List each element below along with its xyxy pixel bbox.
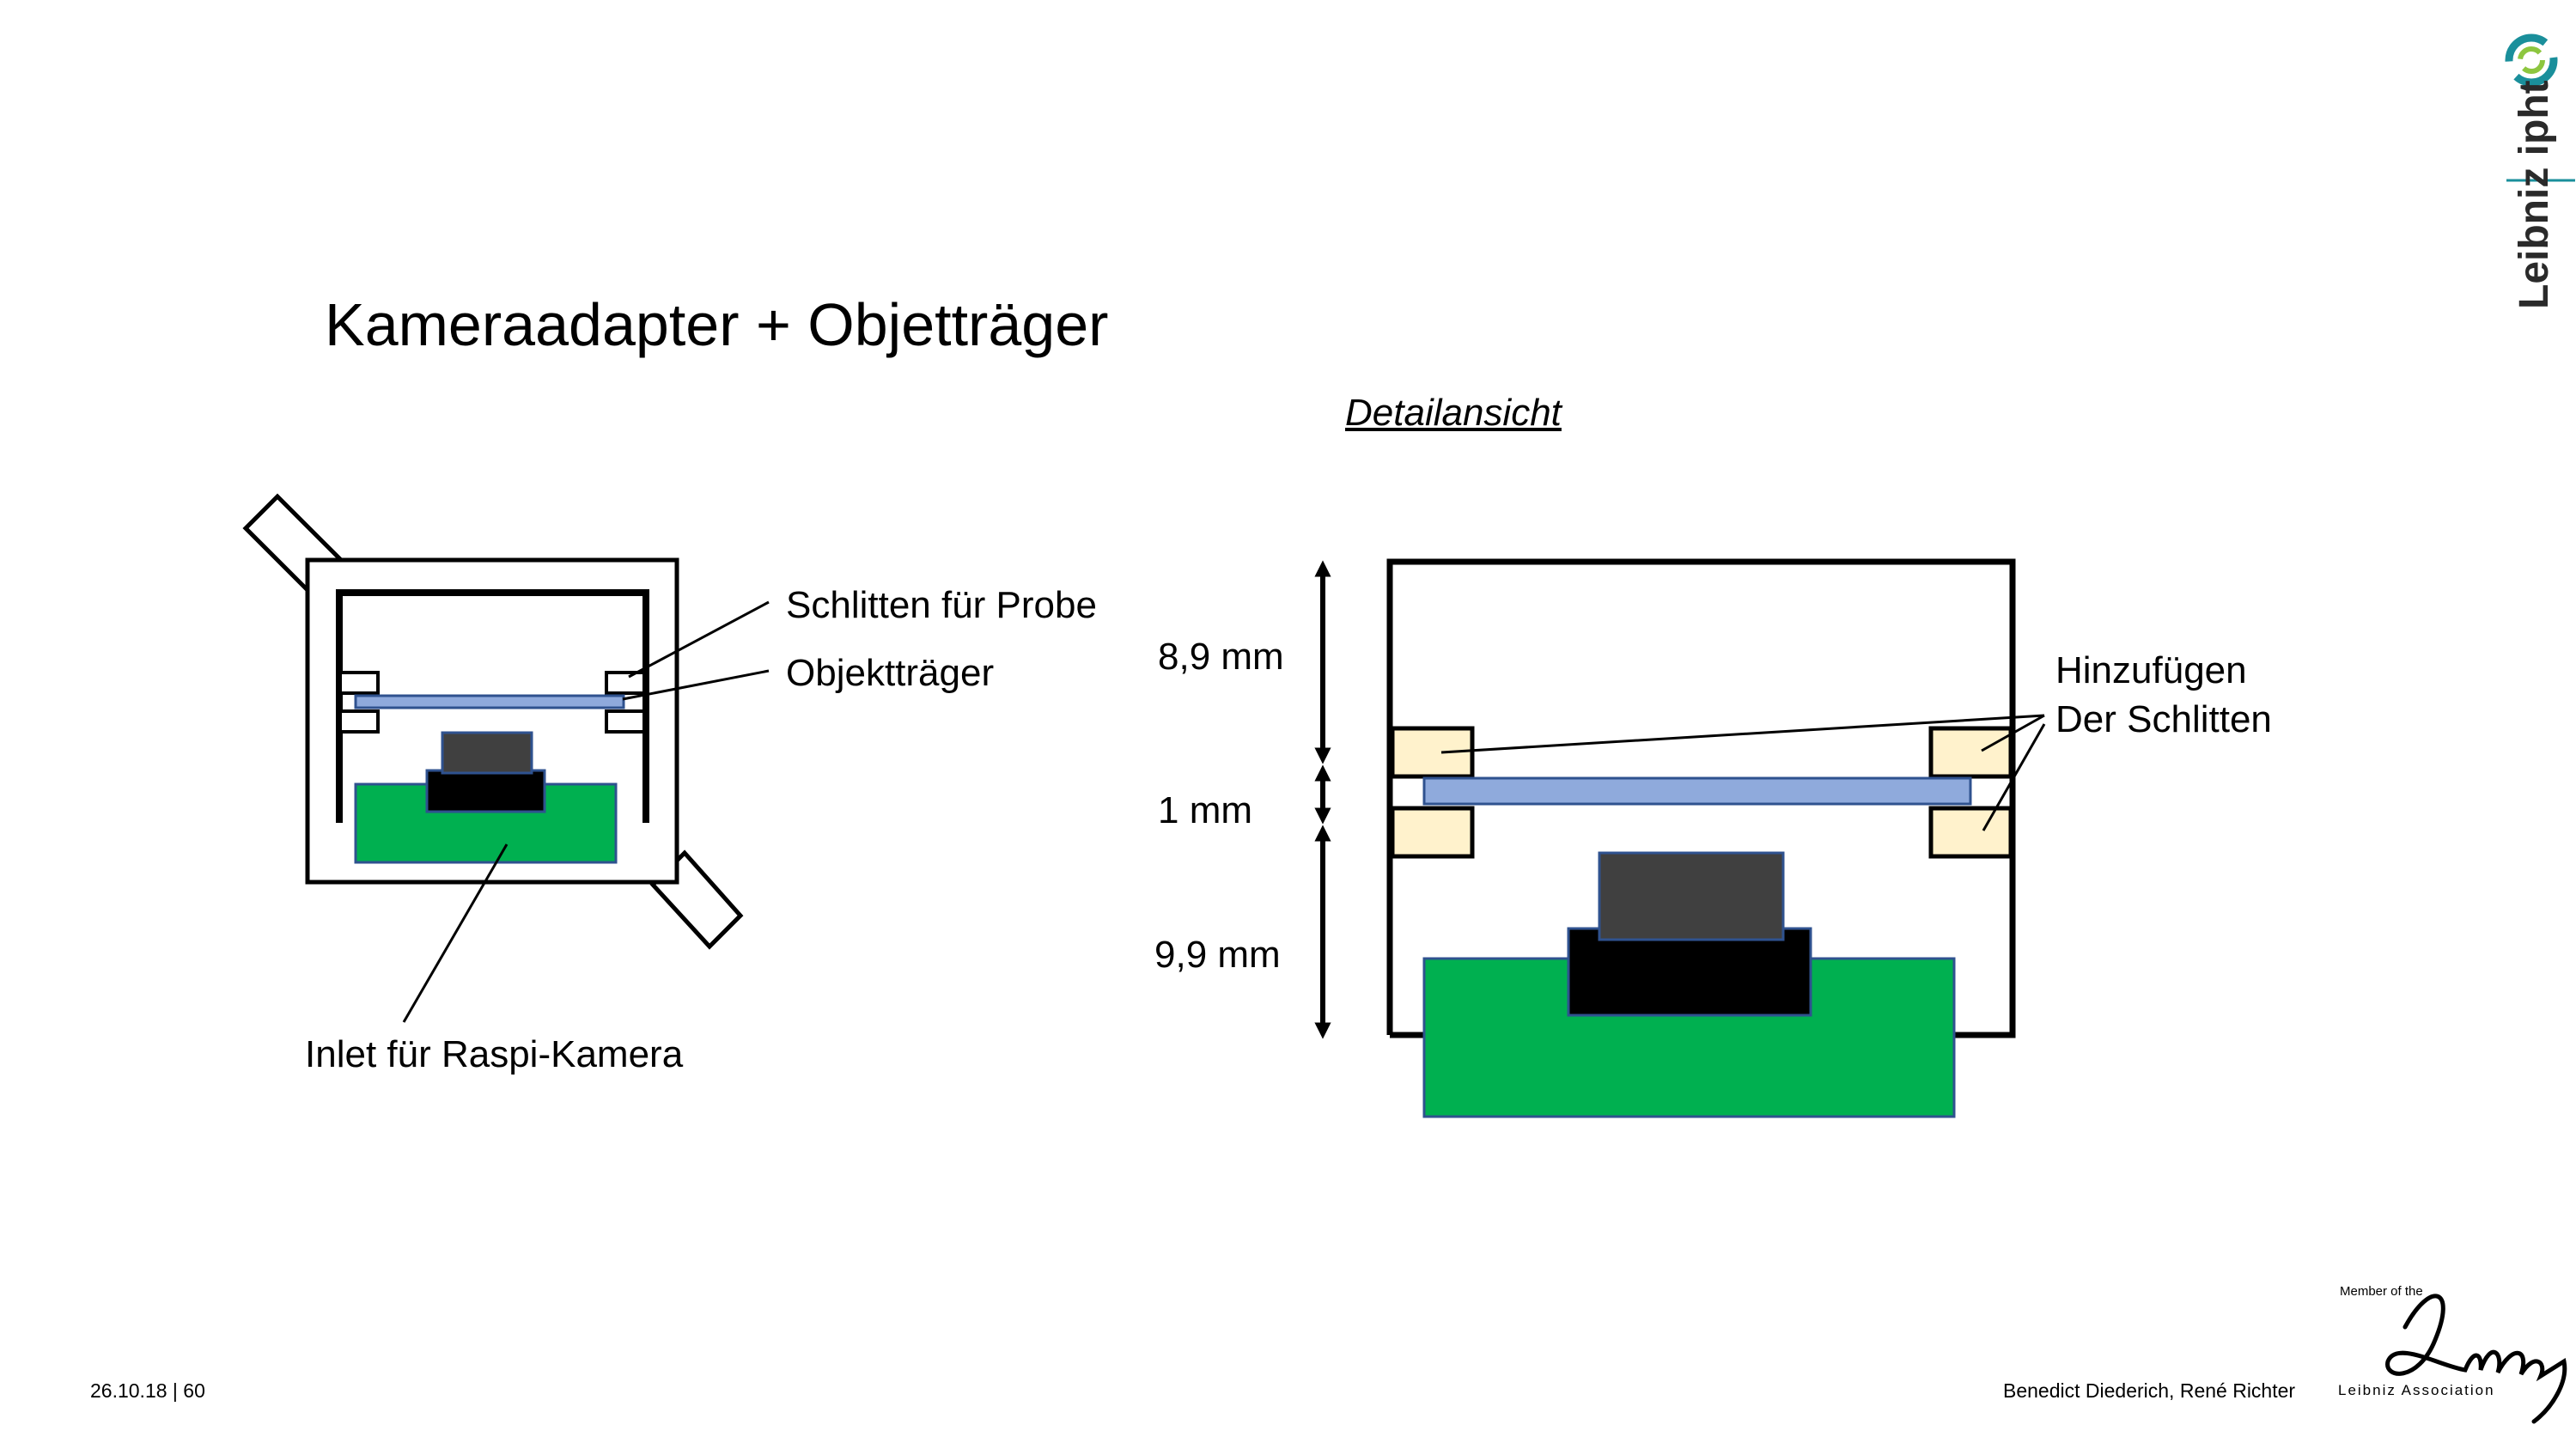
label-glass-slide: Objektträger — [786, 652, 995, 694]
member-of-text: Member of the — [2340, 1284, 2423, 1299]
footer-authors: Benedict Diederich, René Richter — [2003, 1379, 2296, 1402]
leibniz-ipht-logo: Leibniz ipht — [2505, 33, 2575, 309]
adapter-inner-housing — [336, 589, 649, 823]
sled-left-upper — [338, 671, 380, 695]
detail-view-heading: Detailansicht — [1345, 392, 1562, 434]
label-camera-inlet: Inlet für Raspi-Kamera — [305, 1033, 684, 1075]
detail-camera-body — [1567, 927, 1812, 1017]
leibniz-signature — [2385, 1294, 2567, 1424]
leibniz-association-text: Leibniz Association — [2338, 1382, 2495, 1398]
detail-glass-slide — [1422, 776, 1972, 806]
camera-adapter-detail — [1314, 558, 2046, 1118]
leader-sled — [628, 600, 770, 679]
camera-body — [425, 769, 546, 813]
leader-add-sled-1 — [1440, 714, 2045, 754]
detail-sled-right-upper — [1928, 726, 2013, 779]
slide-title: Kameraadapter + Objetträger — [325, 291, 1109, 358]
leibniz-ipht-wordmark: Leibniz ipht — [2512, 80, 2557, 309]
camera-adapter-overview — [242, 493, 770, 1023]
dimension-label-upper: 8,9 mm — [1158, 636, 1284, 678]
leader-add-sled-2 — [1981, 714, 2045, 752]
label-sled-for-sample: Schlitten für Probe — [786, 584, 1097, 626]
detail-sled-right-lower — [1928, 806, 2013, 859]
leibniz-association-logo: Member of the Leibniz Association — [2338, 1284, 2567, 1424]
dimension-label-middle: 1 mm — [1158, 789, 1252, 831]
detail-housing — [1386, 558, 2016, 1038]
label-add-line-1: Hinzufügen — [2055, 649, 2247, 691]
sled-right-lower — [605, 709, 646, 734]
sled-right-upper — [605, 671, 646, 695]
sled-left-lower — [338, 709, 380, 734]
label-add-line-2: Der Schlitten — [2055, 698, 2272, 740]
glass-slide — [354, 694, 625, 709]
detail-camera-lens — [1598, 851, 1785, 941]
leader-add-sled-3 — [1982, 723, 2046, 831]
leader-slide — [622, 669, 770, 701]
camera-lens — [441, 731, 533, 775]
detail-sled-left-lower — [1390, 806, 1475, 859]
dimension-label-lower: 9,9 mm — [1154, 934, 1281, 976]
leader-inlet — [402, 843, 509, 1023]
footer-date-page: 26.10.18 | 60 — [90, 1379, 205, 1402]
